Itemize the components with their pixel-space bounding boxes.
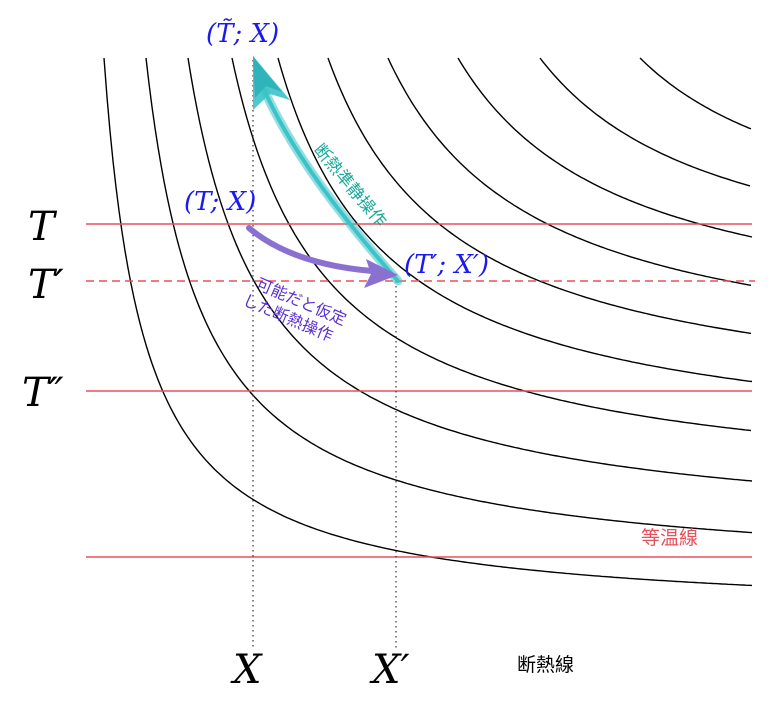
- adiabat-curve: [327, 57, 752, 335]
- assumed-arrow: [246, 225, 398, 288]
- isotherm-lines: [86, 223, 755, 558]
- label-T-double-prime: T″: [22, 370, 64, 416]
- point-label-T-X: (T; X): [184, 187, 256, 217]
- adiabat-legend: 断熱線: [517, 654, 574, 676]
- adiabat-curve: [387, 57, 752, 286]
- point-label-T-prime-X-prime: (T′; X′): [404, 250, 489, 280]
- label-T: T: [28, 204, 58, 250]
- label-T-prime: T′: [28, 262, 64, 308]
- adiabat-curves: [103, 57, 753, 587]
- adiabat-curve: [145, 57, 753, 534]
- adiabat-curve: [103, 57, 753, 587]
- label-X-prime: X′: [369, 647, 410, 693]
- adiabat-curve: [539, 57, 751, 187]
- adiabat-curve: [231, 57, 752, 432]
- label-X: X: [230, 647, 263, 693]
- quasistatic-arrow: [253, 56, 403, 286]
- adiabat-curve: [639, 57, 752, 130]
- adiabat-curve: [457, 57, 753, 238]
- point-label-T-tilde-X: (T̃; X): [206, 18, 279, 49]
- assumed-label: 可能だと仮定 した断熱操作: [240, 274, 349, 345]
- adiabat-curve: [187, 57, 753, 482]
- isotherm-legend: 等温線: [641, 527, 698, 549]
